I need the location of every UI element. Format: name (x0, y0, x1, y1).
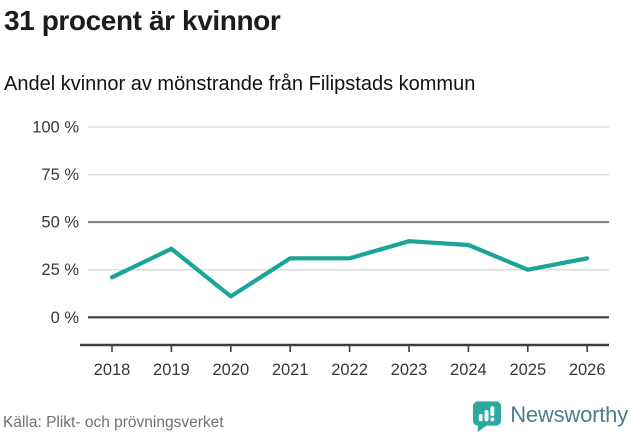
x-tick-label: 2020 (212, 361, 249, 379)
chart-title: 31 procent är kvinnor (4, 5, 281, 36)
source-note: Källa: Plikt- och prövningsverket (3, 414, 224, 431)
x-tick-label: 2018 (94, 361, 131, 379)
newsworthy-logo: Newsworthy (471, 398, 628, 432)
y-tick-label: 75 % (41, 166, 79, 184)
logo-exclamation-dot (490, 417, 495, 422)
x-tick-label: 2025 (509, 361, 546, 379)
newsworthy-logo-text: Newsworthy (510, 402, 628, 427)
y-tick-label: 100 % (32, 119, 79, 137)
y-tick-label: 25 % (41, 261, 79, 279)
logo-bar-2 (484, 410, 489, 422)
x-tick-label: 2022 (331, 361, 368, 379)
line-chart: 100 % 75 % 50 % 25 % 0 % 2018 2019 2020 2021 2022… (32, 119, 609, 379)
newsworthy-logo-icon (473, 401, 502, 432)
y-tick-label: 50 % (41, 214, 79, 232)
logo-bar-1 (478, 414, 483, 422)
chart-subtitle: Andel kvinnor av mönstrande från Filipst… (4, 73, 476, 95)
x-tick-label: 2021 (272, 361, 309, 379)
data-line-andel-kvinnor (109, 239, 590, 299)
x-tick-label: 2023 (391, 361, 428, 379)
x-tick-label: 2019 (153, 361, 190, 379)
logo-exclamation-bar (490, 406, 495, 416)
x-tick-label: 2024 (450, 361, 487, 379)
y-tick-label: 0 % (51, 309, 80, 327)
x-tick-label: 2026 (569, 361, 606, 379)
